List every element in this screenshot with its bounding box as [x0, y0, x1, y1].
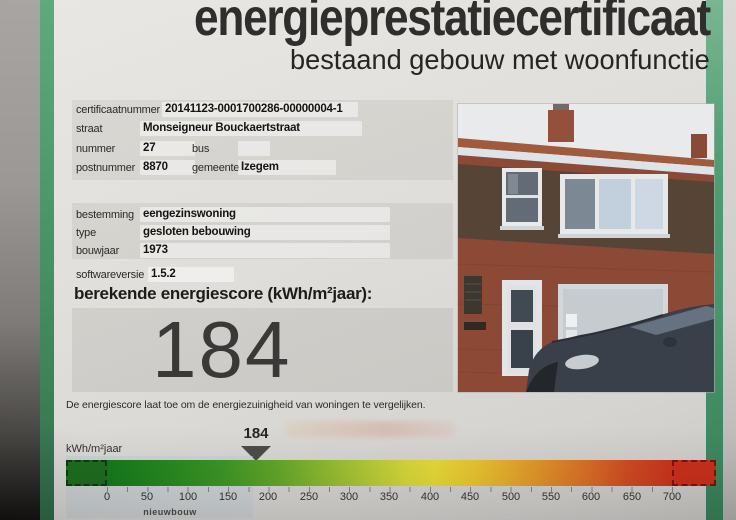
construction-year-field: 1973 [140, 243, 390, 258]
scale-tick-label: 100 [178, 491, 198, 503]
scale-tick-label: 400 [420, 491, 440, 503]
scale-tick-label: 250 [299, 491, 319, 503]
field-label: straat [76, 123, 103, 135]
energy-score-value: 184 [152, 305, 292, 394]
paper-bleed-through [285, 421, 455, 437]
house-number-field: 27 [140, 141, 195, 156]
field-value: Monseigneur Bouckaertstraat [143, 122, 300, 134]
scale-tick-label: 450 [460, 491, 480, 503]
destination-field: eengezinswoning [140, 207, 390, 222]
software-version-label: softwareversie [76, 269, 145, 281]
field-value: eengezinswoning [143, 208, 236, 220]
building-info-panel: bestemming eengezinswoning type gesloten… [72, 203, 453, 259]
scale-tick-label: 300 [339, 491, 359, 503]
scale-tick-label: 700 [662, 491, 682, 503]
scale-tick-label: 600 [581, 491, 601, 503]
field-label: bus [192, 143, 210, 155]
energy-score-note: De energiescore laat toe om de energiezu… [66, 399, 426, 411]
field-value: 1.5.2 [151, 268, 176, 280]
paper-edge-right [723, 0, 736, 520]
document-subtitle: bestaand gebouw met woonfunctie [290, 44, 710, 75]
table-surface-background [0, 0, 42, 520]
field-label: certificaatnummer [76, 104, 161, 116]
scale-tick-label: 200 [258, 491, 278, 503]
scale-tick-label: 550 [541, 491, 561, 503]
field-label: nummer [76, 143, 116, 155]
certificate-number-field: 20141123-0001700286-00000004-1 [162, 102, 358, 117]
postal-code-field: 8870 [140, 160, 195, 175]
scale-tick-label: 50 [140, 491, 154, 503]
scale-tick-marks [107, 487, 673, 492]
field-label: gemeente [192, 162, 240, 174]
software-version-field: 1.5.2 [148, 267, 234, 282]
field-label: type [76, 227, 96, 239]
field-label: bestemming [76, 209, 134, 221]
scale-tick-label: 0 [103, 491, 111, 503]
scale-tick-label: 500 [501, 491, 521, 503]
scale-unit-label: kWh/m²jaar [66, 443, 123, 455]
energy-score-heading: berekende energiescore (kWh/m²jaar): [74, 284, 373, 303]
field-value: 20141123-0001700286-00000004-1 [165, 103, 343, 115]
field-value: 27 [143, 142, 156, 154]
field-value: Izegem [241, 161, 279, 173]
field-value: 8870 [143, 161, 168, 173]
green-border-left [40, 0, 54, 520]
scale-benchmark-label: nieuwbouw [143, 507, 197, 517]
scale-below-zero-segment [66, 460, 107, 486]
field-value: 1973 [143, 244, 168, 256]
municipality-field: Izegem [238, 160, 336, 175]
field-value: gesloten bebouwing [143, 226, 251, 238]
house-photo [458, 104, 714, 392]
bus-field [238, 141, 270, 156]
street-field: Monseigneur Bouckaertstraat [140, 121, 362, 136]
certificate-id-panel: certificaatnummer 20141123-0001700286-00… [72, 100, 453, 180]
scale-gradient-bar [107, 460, 672, 486]
energy-score-box: 184 [72, 305, 453, 394]
scale-tick-label: 650 [622, 491, 642, 503]
document-title: energieprestatiecertificaat [194, 0, 711, 47]
scale-tick-label: 350 [379, 491, 399, 503]
field-label: postnummer [76, 162, 136, 174]
building-type-field: gesloten bebouwing [140, 225, 390, 240]
scale-marker-value: 184 [243, 425, 269, 442]
house-photo-illustration [458, 104, 714, 392]
scale-tick-label: 150 [218, 491, 238, 503]
scale-above-max-segment [672, 460, 716, 486]
field-label: bouwjaar [76, 245, 120, 257]
